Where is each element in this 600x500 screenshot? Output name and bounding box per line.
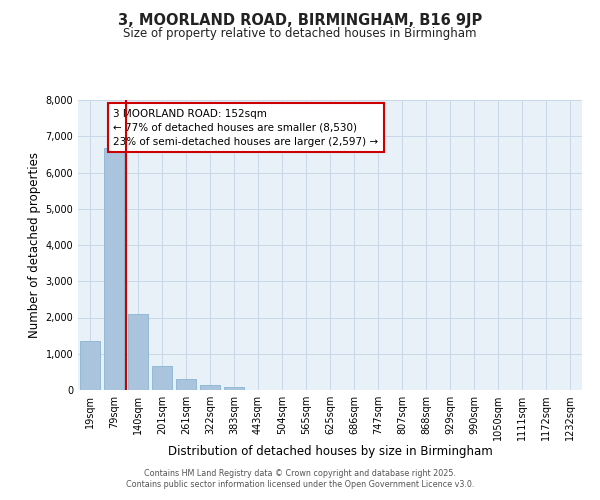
Text: Contains HM Land Registry data © Crown copyright and database right 2025.: Contains HM Land Registry data © Crown c… [144,468,456,477]
Bar [80,341,100,390]
Bar [128,314,148,390]
Bar [176,379,196,390]
X-axis label: Distribution of detached houses by size in Birmingham: Distribution of detached houses by size … [167,444,493,458]
Bar [200,384,220,390]
Bar [104,148,124,390]
Text: 3 MOORLAND ROAD: 152sqm
← 77% of detached houses are smaller (8,530)
23% of semi: 3 MOORLAND ROAD: 152sqm ← 77% of detache… [113,108,379,146]
Text: Size of property relative to detached houses in Birmingham: Size of property relative to detached ho… [123,28,477,40]
Bar [152,366,172,390]
Text: 3, MOORLAND ROAD, BIRMINGHAM, B16 9JP: 3, MOORLAND ROAD, BIRMINGHAM, B16 9JP [118,12,482,28]
Y-axis label: Number of detached properties: Number of detached properties [28,152,41,338]
Text: Contains public sector information licensed under the Open Government Licence v3: Contains public sector information licen… [126,480,474,489]
Bar [224,387,244,390]
